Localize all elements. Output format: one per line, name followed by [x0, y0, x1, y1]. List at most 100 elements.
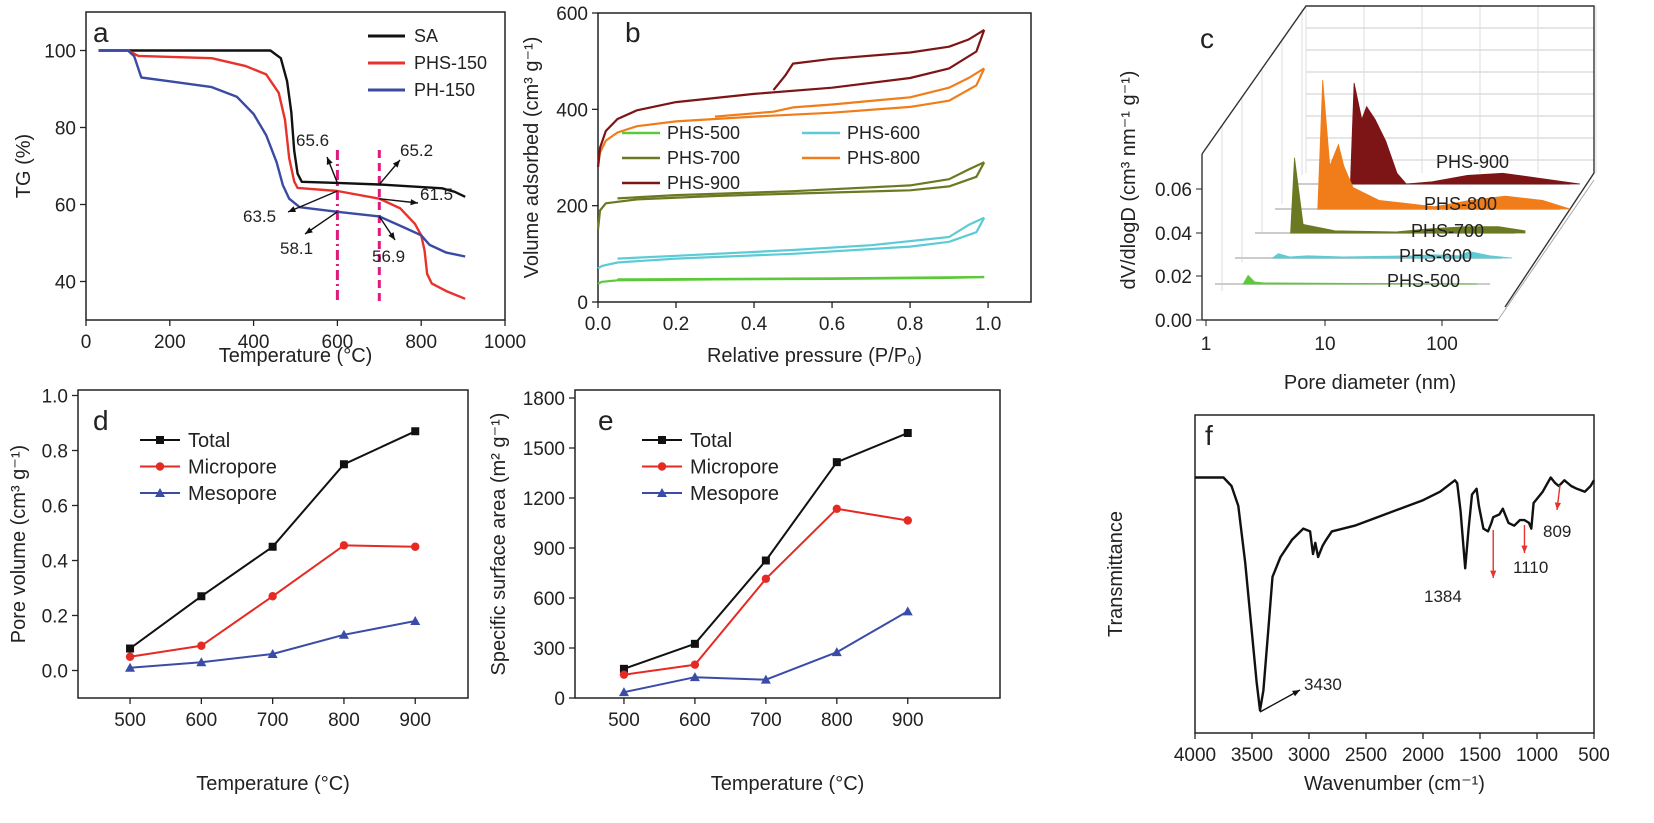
x-tick-label: 4000 [1174, 745, 1216, 766]
x-axis-title: Temperature (°C) [711, 773, 865, 795]
x-axis-title: Temperature (°C) [219, 345, 373, 367]
x-tick-label: 1000 [484, 332, 526, 353]
legend-label: Mesopore [188, 483, 277, 505]
y-tick-label: 100 [44, 42, 76, 63]
legend-label: Micropore [690, 457, 779, 479]
desorption-branch-PHS-500 [617, 275, 985, 281]
y-axis-title: TG (%) [13, 134, 35, 198]
legend-label: SA [414, 26, 438, 46]
y-axis-title: Pore volume (cm³ g⁻¹) [8, 445, 30, 643]
x-tick-label: 0.4 [741, 314, 768, 335]
series-area-PHS-700 [1290, 157, 1526, 234]
x-tick-label: 10 [1314, 334, 1335, 355]
data-point-Micropore [761, 574, 771, 584]
y-axis-title: dV/dlogD (cm³ nm⁻¹ g⁻¹) [1118, 71, 1140, 290]
desorption-branch-PHS-800 [714, 67, 985, 118]
annotation-label: 63.5 [243, 207, 276, 226]
desorption-branch-PHS-700 [617, 161, 985, 200]
legend-label: PHS-700 [667, 148, 740, 168]
peak-arrow-head [1490, 570, 1497, 578]
data-point-Mesopore [831, 647, 842, 657]
panel-label-d: d [93, 405, 109, 436]
y-tick-label: 0.06 [1155, 180, 1192, 201]
desorption-branch-PHS-600 [617, 216, 985, 260]
x-tick-label: 200 [154, 332, 186, 353]
y-tick-label: 60 [55, 196, 76, 217]
pseudo-3d-axes [1201, 5, 1597, 321]
annotation-arrow [287, 190, 338, 213]
series-label: PHS-900 [1436, 152, 1509, 172]
data-point-Micropore [903, 516, 912, 525]
legend-label: PHS-600 [847, 123, 920, 143]
back-wall-edge [1201, 5, 1595, 308]
legend-label: Micropore [188, 457, 277, 479]
y-tick-label: 0.4 [42, 552, 69, 573]
plot-frame-a [85, 11, 506, 321]
x-tick-label: 500 [114, 710, 146, 731]
data-point-Total [619, 664, 628, 673]
series-line-Micropore [129, 544, 416, 658]
legend-marker [155, 462, 165, 471]
series-label: PHS-800 [1424, 194, 1497, 214]
y-tick-label: 300 [533, 639, 565, 660]
x-tick-label: 800 [405, 332, 437, 353]
series-line-PH-150 [98, 49, 466, 258]
legend-marker [658, 436, 666, 444]
y-tick-label: 1200 [523, 489, 565, 510]
legend-label: PH-150 [414, 80, 475, 100]
legend-label: PHS-900 [667, 173, 740, 193]
x-tick-label: 700 [750, 710, 782, 731]
peak-arrow-head [1521, 545, 1528, 553]
ir-spectrum-line [1195, 476, 1596, 712]
legend-label: Total [188, 430, 230, 452]
data-point-Total [690, 639, 699, 648]
y-tick-label: 80 [55, 119, 76, 140]
data-point-Mesopore [338, 629, 349, 639]
annotation-arrow-head [288, 206, 296, 212]
x-tick-label: 2500 [1345, 745, 1387, 766]
peak-label: 1110 [1513, 558, 1548, 577]
y-tick-label: 0.0 [42, 662, 68, 683]
adsorption-branch-PHS-800 [596, 67, 986, 168]
y-tick-label: 40 [55, 273, 76, 294]
data-point-Mesopore [689, 672, 700, 682]
annotation-arrow-head [305, 227, 313, 234]
legend-marker [156, 436, 164, 444]
y-tick-label: 600 [533, 589, 565, 610]
x-tick-label: 3500 [1231, 745, 1273, 766]
y-tick-label: 200 [556, 197, 588, 218]
y-tick-label: 900 [533, 539, 565, 560]
x-tick-label: 700 [257, 710, 289, 731]
annotation-arrow [378, 159, 401, 185]
plot-frame-f [1194, 414, 1595, 734]
x-tick-label: 0.2 [663, 314, 689, 335]
series-line-SA [98, 49, 466, 198]
annotation-arrow [379, 198, 419, 206]
x-tick-label: 600 [679, 710, 711, 731]
data-point-Total [339, 460, 348, 469]
x-tick-label: 500 [1578, 745, 1610, 766]
legend-label: Total [690, 430, 732, 452]
x-tick-label: 0.8 [897, 314, 923, 335]
data-point-Total [268, 542, 277, 551]
adsorption-branch-PHS-900 [596, 29, 986, 168]
x-tick-label: 600 [322, 332, 354, 353]
y-tick-label: 0.8 [42, 442, 68, 463]
x-axis-title: Wavenumber (cm⁻¹) [1304, 773, 1485, 795]
adsorption-branch-PHS-700 [596, 161, 986, 230]
x-tick-label: 0 [81, 332, 92, 353]
data-point-Total [126, 644, 135, 653]
legend-label: PHS-150 [414, 53, 487, 73]
panel-label-e: e [598, 405, 614, 436]
y-tick-label: 0.00 [1155, 311, 1192, 332]
legend-label: PHS-800 [847, 148, 920, 168]
peak-arrow [1259, 689, 1301, 713]
panel-label-c: c [1200, 23, 1214, 54]
data-point-Micropore [268, 592, 277, 601]
data-point-Mesopore [196, 657, 207, 667]
x-tick-label: 900 [399, 710, 431, 731]
adsorption-branch-PHS-600 [597, 217, 986, 270]
data-point-Micropore [411, 542, 420, 551]
peak-arrow-shaft [1259, 689, 1301, 713]
